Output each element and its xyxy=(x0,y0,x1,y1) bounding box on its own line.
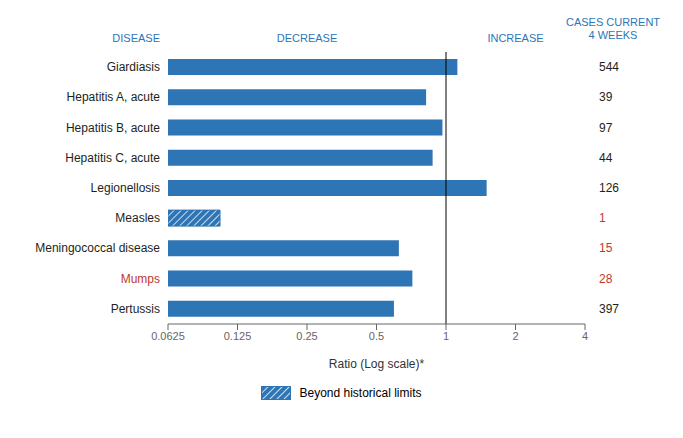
html-text:DISEASE: DISEASE xyxy=(112,32,160,44)
svg-text:0.0625: 0.0625 xyxy=(151,330,185,342)
svg-text:97: 97 xyxy=(599,121,613,135)
svg-text:4: 4 xyxy=(582,330,588,342)
svg-text:0.25: 0.25 xyxy=(296,330,317,342)
svg-text:Hepatitis A, acute: Hepatitis A, acute xyxy=(67,90,161,104)
html-text:4 WEEKS: 4 WEEKS xyxy=(588,29,638,41)
svg-text:Giardiasis: Giardiasis xyxy=(107,60,160,74)
svg-text:0.5: 0.5 xyxy=(369,330,384,342)
svg-text:397: 397 xyxy=(599,302,619,316)
svg-text:Measles: Measles xyxy=(115,211,160,225)
svg-text:Hepatitis C, acute: Hepatitis C, acute xyxy=(65,151,160,165)
svg-text:15: 15 xyxy=(599,241,613,255)
html-text:CASES CURRENT: CASES CURRENT xyxy=(565,16,661,28)
svg-text:28: 28 xyxy=(599,272,613,286)
svg-text:Pertussis: Pertussis xyxy=(111,302,160,316)
svg-text:1: 1 xyxy=(443,330,449,342)
svg-text:2: 2 xyxy=(512,330,518,342)
svg-text:Hepatitis B, acute: Hepatitis B, acute xyxy=(66,121,160,135)
svg-text:126: 126 xyxy=(599,181,619,195)
svg-text:Ratio (Log scale)*: Ratio (Log scale)* xyxy=(329,357,425,371)
svg-text:Meningococcal disease: Meningococcal disease xyxy=(35,241,160,255)
svg-text:39: 39 xyxy=(599,90,613,104)
html-text:DECREASE: DECREASE xyxy=(276,32,338,44)
svg-text:544: 544 xyxy=(599,60,619,74)
svg-text:44: 44 xyxy=(599,151,613,165)
svg-text:Legionellosis: Legionellosis xyxy=(91,181,160,195)
svg-text:0.125: 0.125 xyxy=(224,330,252,342)
svg-text:1: 1 xyxy=(599,211,606,225)
html-text:INCREASE: INCREASE xyxy=(487,32,544,44)
html-text:Beyond historical limits: Beyond historical limits xyxy=(299,386,422,400)
svg-text:Mumps: Mumps xyxy=(121,272,160,286)
